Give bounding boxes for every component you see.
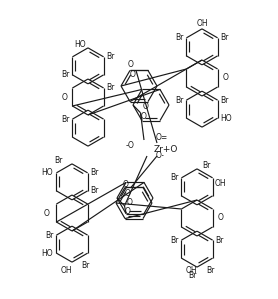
Text: O: O bbox=[125, 207, 130, 216]
Text: O: O bbox=[218, 213, 224, 222]
Text: OH: OH bbox=[215, 179, 227, 188]
Text: O: O bbox=[223, 74, 229, 83]
Text: OH: OH bbox=[196, 19, 208, 28]
Text: Br: Br bbox=[221, 96, 229, 105]
Text: O: O bbox=[125, 189, 131, 198]
Text: Br: Br bbox=[81, 261, 89, 270]
Text: Br: Br bbox=[61, 115, 69, 124]
Text: Br: Br bbox=[221, 33, 229, 42]
Text: Br: Br bbox=[45, 231, 53, 239]
Text: O: O bbox=[130, 70, 136, 79]
Text: Br: Br bbox=[206, 266, 214, 275]
Text: Br: Br bbox=[170, 236, 178, 245]
Text: Br: Br bbox=[54, 156, 63, 165]
Text: O: O bbox=[128, 60, 134, 69]
Text: Br: Br bbox=[91, 186, 99, 195]
Text: OH: OH bbox=[186, 266, 197, 275]
Text: Br: Br bbox=[91, 168, 99, 177]
Text: Br: Br bbox=[175, 33, 183, 42]
Text: Br: Br bbox=[188, 271, 196, 280]
Text: HO: HO bbox=[42, 249, 53, 258]
Text: -O: -O bbox=[125, 141, 134, 150]
Text: Br: Br bbox=[61, 70, 69, 79]
Text: Br: Br bbox=[216, 236, 224, 245]
Text: Zr+O: Zr+O bbox=[154, 146, 178, 155]
Text: Br: Br bbox=[175, 96, 183, 105]
Text: O: O bbox=[61, 92, 67, 101]
Text: Br: Br bbox=[107, 52, 115, 61]
Text: O: O bbox=[126, 198, 132, 207]
Text: HO: HO bbox=[75, 40, 86, 49]
Text: O: O bbox=[141, 112, 147, 121]
Text: O: O bbox=[123, 180, 129, 189]
Text: Br: Br bbox=[107, 83, 115, 92]
Text: O-: O- bbox=[156, 152, 165, 161]
Text: HO: HO bbox=[42, 168, 53, 177]
Text: OH: OH bbox=[61, 266, 72, 275]
Text: Br: Br bbox=[202, 161, 210, 170]
Text: Br: Br bbox=[170, 173, 178, 182]
Text: HO: HO bbox=[221, 114, 232, 123]
Text: O: O bbox=[44, 208, 50, 217]
Text: O: O bbox=[143, 102, 148, 111]
Text: O=: O= bbox=[156, 133, 168, 143]
